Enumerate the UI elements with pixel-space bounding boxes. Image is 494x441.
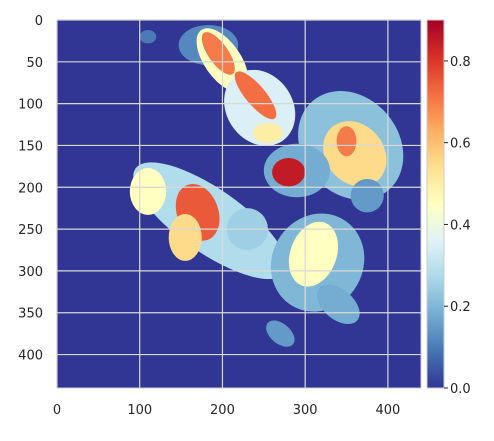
heatmap-region-r10 <box>272 158 306 187</box>
colorbar: 0.0 0.2 0.4 0.6 0.8 <box>426 19 471 397</box>
heatmap-region-r8 <box>336 126 357 157</box>
colorbar-gradient <box>426 19 445 389</box>
colorbar-tick-label: 0.0 <box>450 382 471 397</box>
y-tick-label: 250 <box>18 223 43 238</box>
y-tick-label: 100 <box>18 98 43 113</box>
y-axis: 0 50 100 150 200 250 300 350 400 <box>18 14 43 364</box>
colorbar-tick-label: 0.2 <box>450 300 471 315</box>
x-tick-label: 0 <box>53 403 61 418</box>
plot-area <box>56 19 422 389</box>
heatmap-region-r12 <box>129 168 167 215</box>
heatmap-region-r3 <box>201 32 235 75</box>
heatmap-region-r14 <box>168 214 202 261</box>
x-axis: 0 100 200 300 400 <box>53 403 400 418</box>
colorbar-tick-label: 0.8 <box>450 55 471 70</box>
y-tick-label: 350 <box>18 307 43 322</box>
y-tick-label: 300 <box>18 265 43 280</box>
heatmap-region-r5 <box>234 71 277 120</box>
x-tick-label: 300 <box>293 403 318 418</box>
colorbar-tick-label: 0.6 <box>450 137 471 152</box>
y-tick-label: 400 <box>18 349 43 364</box>
y-tick-label: 0 <box>35 14 43 29</box>
heatmap-region-r21 <box>350 178 384 213</box>
heatmap-region-r18 <box>253 122 283 143</box>
heatmap-region-r22 <box>139 30 157 44</box>
y-tick-label: 150 <box>18 139 43 154</box>
heatmap-regions <box>129 25 404 347</box>
x-tick-label: 200 <box>210 403 235 418</box>
colorbar-tick-label: 0.4 <box>450 218 471 233</box>
plot-frame <box>56 19 422 389</box>
y-tick-label: 200 <box>18 181 43 196</box>
y-tick-label: 50 <box>26 56 43 71</box>
x-tick-label: 400 <box>375 403 400 418</box>
heatmap-region-r20 <box>316 284 360 325</box>
heatmap-region-r19 <box>266 320 295 347</box>
x-tick-label: 100 <box>127 403 152 418</box>
